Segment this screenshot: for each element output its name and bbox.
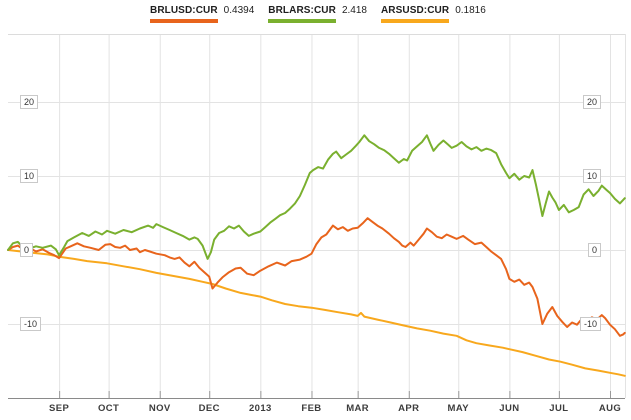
y-axis-label-left: 10 (20, 169, 39, 183)
x-axis-label: APR (398, 403, 420, 414)
y-axis-label-right: -10 (579, 317, 601, 331)
y-axis-label-left: 0 (20, 243, 34, 257)
x-axis-label: MAY (447, 403, 469, 414)
x-axis-label: NOV (148, 403, 171, 414)
x-axis-label: MAR (346, 403, 370, 414)
x-axis-label: JUN (499, 403, 520, 414)
x-axis-label: FEB (301, 403, 322, 414)
y-axis-label-left: 20 (20, 95, 39, 109)
legend-value: 0.4394 (223, 5, 255, 16)
y-axis-label-right: 20 (582, 95, 601, 109)
y-axis-label-right: 10 (582, 169, 601, 183)
y-axis-label-left: -10 (20, 317, 42, 331)
x-axis-label: JUL (549, 403, 569, 414)
x-axis-label: AUG (598, 403, 622, 414)
legend-ticker: BRLARS:CUR (268, 5, 336, 23)
y-axis-label-right: 0 (587, 243, 601, 257)
legend-item-arsusd[interactable]: ARSUSD:CUR 0.1816 (380, 5, 486, 23)
legend-item-brlars[interactable]: BRLARS:CUR 2.418 (268, 5, 367, 23)
legend-ticker: BRLUSD:CUR (150, 5, 218, 23)
series-line-arsusdcur[interactable] (7, 249, 626, 377)
x-axis-label: OCT (97, 403, 120, 414)
legend-item-brlusd[interactable]: BRLUSD:CUR 0.4394 (150, 5, 254, 23)
chart-legend: BRLUSD:CUR 0.4394 BRLARS:CUR 2.418 ARSUS… (150, 5, 486, 23)
x-axis-label: DEC (198, 403, 220, 414)
x-axis-label: SEP (49, 403, 70, 414)
legend-value: 2.418 (341, 5, 367, 16)
legend-value: 0.1816 (455, 5, 486, 16)
legend-ticker: ARSUSD:CUR (380, 5, 450, 23)
series-line-brlarscur[interactable] (7, 134, 626, 260)
series-line-brlusdcur[interactable] (7, 217, 626, 337)
x-axis-label: 2013 (248, 403, 272, 414)
